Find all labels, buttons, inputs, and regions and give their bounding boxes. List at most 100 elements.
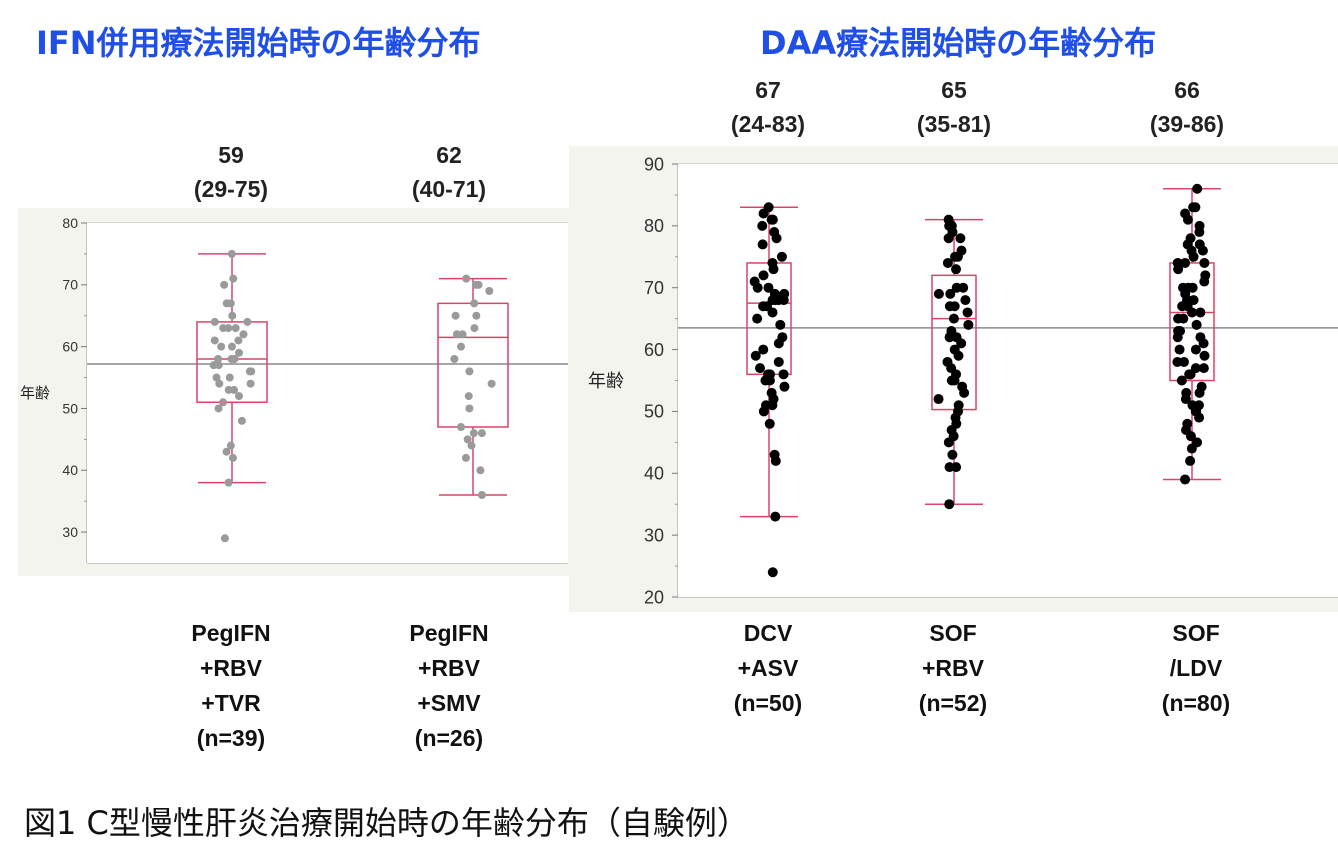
data-point (1173, 264, 1184, 275)
data-point (958, 282, 969, 293)
stat-range-sof-ldv: (39-86) (1149, 111, 1225, 137)
group-label-line: +RBV (418, 655, 480, 681)
data-point (217, 342, 226, 351)
data-point (1192, 183, 1203, 194)
y-tick-label: 80 (62, 215, 78, 231)
data-point (1194, 412, 1205, 423)
data-point (226, 441, 235, 450)
data-point (768, 264, 779, 275)
group-label-line: PegIFN (191, 620, 271, 646)
data-point (228, 453, 237, 462)
data-point (231, 324, 240, 333)
data-point (485, 287, 494, 295)
group-label-line: (n=26) (414, 725, 484, 751)
data-point (775, 319, 786, 330)
data-point (1180, 394, 1191, 405)
data-point (463, 435, 472, 444)
data-point (235, 348, 244, 357)
data-point (229, 274, 238, 283)
y-tick-label: 30 (62, 524, 78, 540)
data-point (1182, 214, 1193, 225)
data-point (758, 208, 769, 219)
group-label-line: +ASV (737, 655, 799, 681)
data-point (465, 404, 474, 413)
data-point (1190, 344, 1201, 355)
data-point (758, 270, 769, 281)
data-point (487, 379, 496, 388)
data-point (1188, 251, 1199, 262)
group-label-line: +RBV (922, 655, 984, 681)
data-point (239, 330, 248, 339)
data-point (220, 280, 229, 289)
data-point (237, 416, 246, 425)
data-point (464, 392, 473, 401)
data-point (1185, 455, 1196, 466)
data-point (247, 367, 256, 376)
data-point (220, 534, 229, 543)
group-label-line: +RBV (200, 655, 262, 681)
group-label-line: DCV (743, 620, 793, 646)
data-point (1172, 356, 1183, 367)
data-point (465, 367, 474, 376)
data-point (945, 288, 956, 299)
data-point (1197, 245, 1208, 256)
data-point (472, 311, 481, 320)
data-point (471, 280, 480, 289)
data-point (770, 295, 781, 306)
data-point (1191, 319, 1202, 330)
data-point (456, 423, 465, 431)
data-point (959, 387, 970, 398)
stat-range-dcv-asv: (24-83) (730, 111, 806, 137)
y-tick-label: 40 (644, 464, 664, 484)
data-point (214, 404, 223, 413)
data-point (1178, 313, 1189, 324)
y-tick-label: 40 (62, 462, 78, 478)
data-point (950, 251, 961, 262)
data-point (458, 330, 467, 339)
data-point (1172, 332, 1183, 343)
data-point (469, 429, 478, 438)
data-point (477, 491, 486, 499)
data-point (944, 301, 955, 312)
data-point (750, 350, 761, 361)
stat-median-pegifn-rbv-tvr: 59 (218, 142, 244, 168)
data-point (779, 381, 790, 392)
y-tick-label: 70 (62, 277, 78, 293)
group-label-dcv-asv: DCV +ASV (n=50) (688, 616, 848, 721)
data-point (962, 307, 973, 318)
data-point (963, 319, 974, 330)
stat-range-sof-rbv: (35-81) (916, 111, 992, 137)
plot-area (87, 223, 568, 563)
data-point (767, 214, 778, 225)
y-axis-label: 年齢 (20, 385, 50, 402)
data-point (1194, 227, 1205, 238)
group-label-pegifn-rbv-tvr: PegIFN +RBV +TVR (n=39) (151, 616, 311, 756)
y-axis-label: 年齢 (588, 371, 624, 391)
data-point (452, 330, 461, 339)
data-point (246, 379, 255, 388)
group-label-sof-ldv: SOF /LDV (n=80) (1116, 616, 1276, 721)
group-label-line: (n=52) (918, 690, 988, 716)
group-label-line: SOF (929, 620, 977, 646)
data-point (951, 264, 962, 275)
group-label-pegifn-rbv-smv: PegIFN +RBV +SMV (n=26) (369, 616, 529, 756)
data-point (752, 313, 763, 324)
data-point (763, 282, 774, 293)
data-point (767, 307, 778, 318)
stat-median-pegifn-rbv-smv: 62 (436, 142, 462, 168)
data-point (1184, 369, 1195, 380)
data-point (757, 220, 768, 231)
data-point (230, 385, 239, 394)
stat-range-pegifn-rbv-smv: (40-71) (411, 176, 487, 202)
data-point (222, 447, 231, 456)
data-point (773, 356, 784, 367)
data-point (760, 375, 771, 386)
data-point (770, 511, 781, 522)
group-label-line: PegIFN (409, 620, 489, 646)
y-tick-label: 90 (644, 154, 664, 174)
data-point (1194, 387, 1205, 398)
data-point (1199, 276, 1210, 287)
data-point (227, 355, 236, 363)
data-point (942, 257, 953, 268)
data-point (1195, 307, 1206, 318)
